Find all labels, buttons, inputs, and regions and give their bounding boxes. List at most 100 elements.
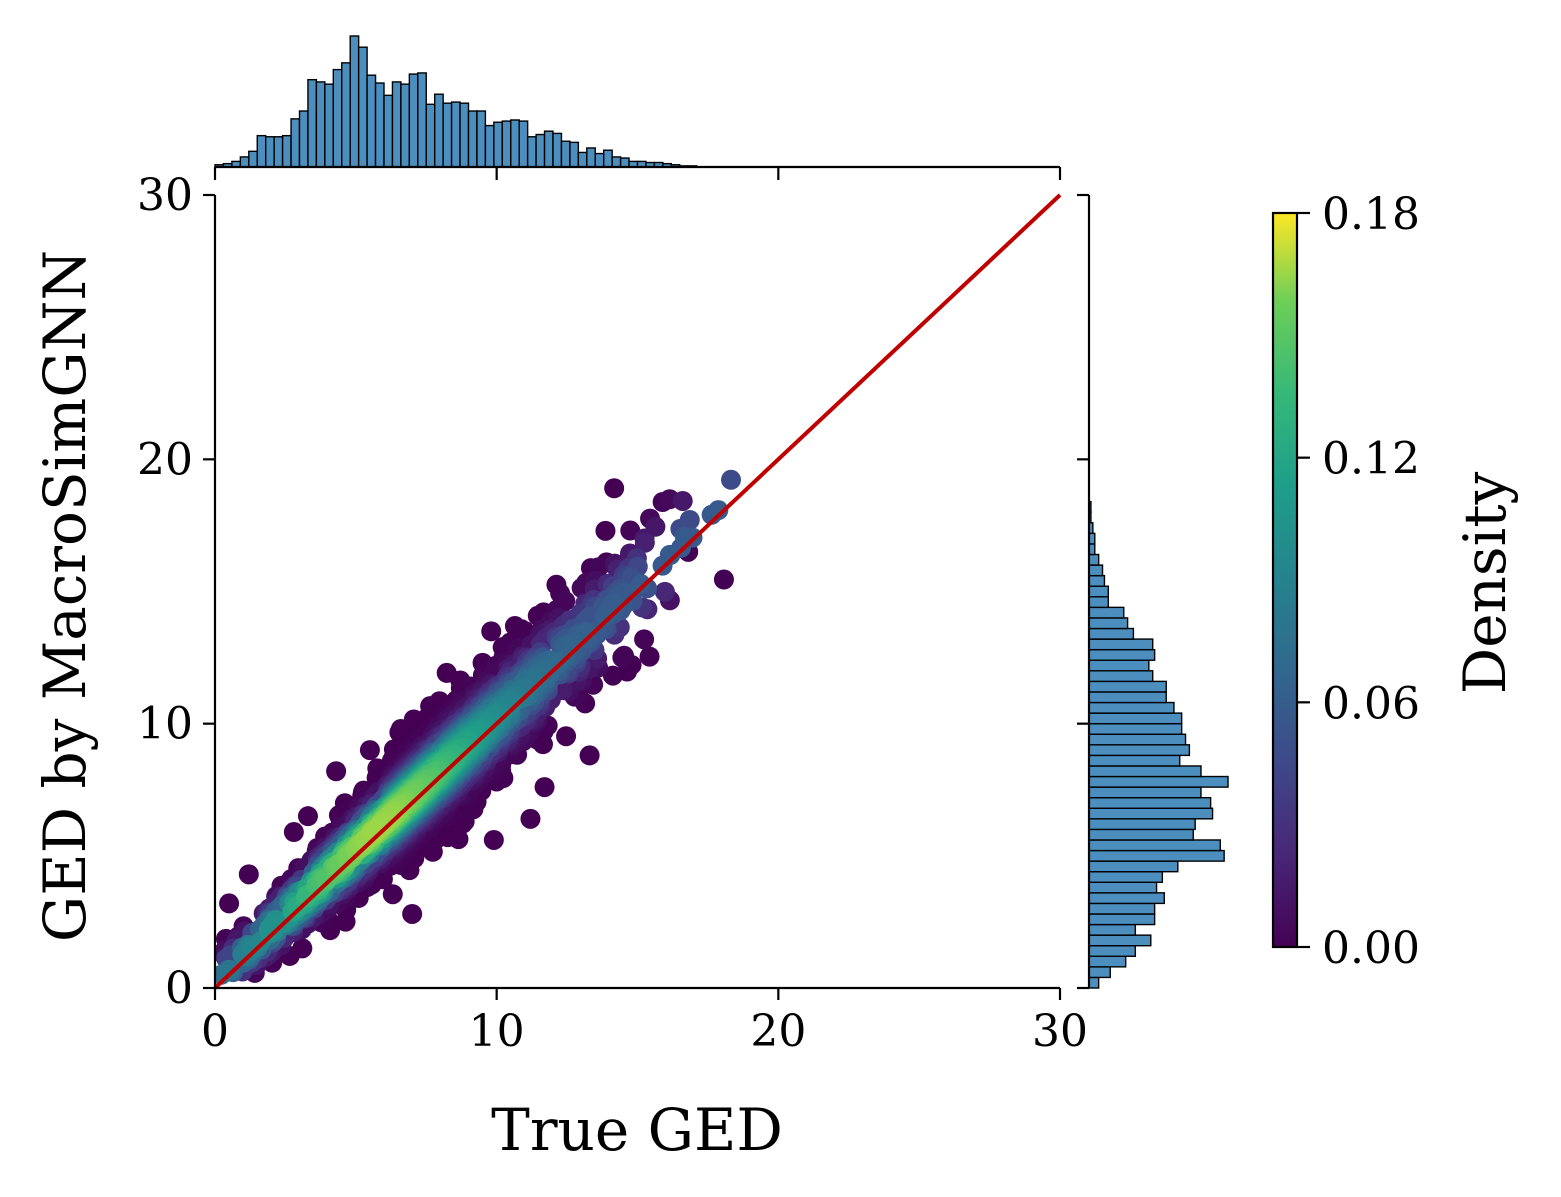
scatter-point <box>594 606 615 627</box>
top-hist-bar <box>239 156 250 168</box>
top-hist-bar <box>307 78 318 168</box>
top-hist-bar <box>315 81 326 168</box>
top-hist-bar <box>349 35 360 168</box>
right-hist-bar <box>1088 722 1183 735</box>
right-hist-bar <box>1088 691 1167 704</box>
right-hist-bar <box>1088 670 1154 683</box>
scatter-point <box>483 829 504 850</box>
top-hist-bar <box>391 81 402 168</box>
colorbar-tick-label: 0.12 <box>1322 434 1420 485</box>
colorbar-tick-label: 0.18 <box>1322 189 1420 240</box>
right-hist-bar <box>1088 648 1156 661</box>
colorbar <box>1271 211 1299 949</box>
scatter-point <box>674 526 695 547</box>
scatter-point <box>604 478 625 499</box>
right-hist-bar <box>1088 701 1175 714</box>
right-hist-bar <box>1088 881 1158 894</box>
scatter-point <box>602 665 623 686</box>
top-hist-bar <box>543 130 554 168</box>
right-hist-bar <box>1088 574 1106 587</box>
y-axis-ticks: 0 10 20 30 <box>137 170 215 1014</box>
density-scatter <box>215 469 742 985</box>
scatter-point <box>614 645 635 666</box>
right-marginal-histogram <box>1088 500 1229 989</box>
right-hist-ticks <box>1077 458 1089 725</box>
right-hist-bar <box>1088 860 1179 873</box>
top-hist-bar <box>518 120 529 168</box>
right-hist-bar <box>1088 976 1100 989</box>
scatter-point <box>634 532 655 553</box>
right-hist-bar <box>1088 553 1100 566</box>
top-hist-bar <box>467 110 478 168</box>
top-hist-bar <box>552 132 563 168</box>
right-hist-bar <box>1088 828 1194 841</box>
scatter-point <box>654 581 675 602</box>
right-hist-bar <box>1088 913 1156 926</box>
top-hist-bar <box>248 150 258 168</box>
top-hist-bar <box>265 136 275 168</box>
right-hist-bar <box>1088 680 1167 693</box>
y-tick-label: 30 <box>137 170 193 221</box>
top-hist-bar <box>417 72 427 168</box>
top-hist-bar <box>603 149 613 168</box>
top-hist-ticks <box>495 167 780 180</box>
top-hist-bar <box>619 157 630 168</box>
right-hist-bar <box>1088 775 1229 788</box>
top-hist-bar <box>476 110 487 168</box>
x-axis-label: True GED <box>491 1096 783 1164</box>
scatter-point <box>238 864 259 885</box>
right-hist-bar <box>1088 796 1212 809</box>
scatter-point <box>679 509 700 530</box>
top-hist-bar <box>535 133 546 168</box>
colorbar-tick-label: 0.06 <box>1322 678 1420 729</box>
right-hist-bar <box>1088 870 1164 883</box>
colorbar-label: Density <box>1451 471 1519 694</box>
scatter-point <box>520 808 541 829</box>
top-hist-bar <box>400 83 411 168</box>
top-hist-bar <box>290 118 301 168</box>
top-hist-bar <box>374 82 385 168</box>
top-hist-bar <box>324 83 335 168</box>
scatter-point <box>283 822 304 843</box>
top-hist-bar <box>281 134 292 168</box>
scatter-point <box>534 777 555 798</box>
top-hist-bar <box>526 136 537 168</box>
y-axis-label: GED by MacroSimGNN <box>31 250 99 942</box>
right-hist-bar <box>1088 659 1150 672</box>
top-hist-bar <box>450 101 461 168</box>
top-hist-bar <box>611 156 622 168</box>
y-tick-label: 10 <box>137 699 193 750</box>
top-hist-bar <box>484 124 495 168</box>
scatter-point <box>721 469 742 490</box>
right-hist-bar <box>1088 754 1181 767</box>
scatter-point <box>402 903 423 924</box>
right-hist-bar <box>1088 744 1191 757</box>
top-hist-bar <box>560 140 571 168</box>
top-hist-bar <box>577 151 588 168</box>
top-hist-bar <box>408 73 419 168</box>
right-hist-bar <box>1088 934 1152 947</box>
scatter-point <box>634 629 655 650</box>
scatter-point <box>579 745 600 766</box>
top-hist-bar <box>425 103 436 168</box>
y-tick-label: 20 <box>137 434 193 485</box>
right-hist-bar <box>1088 945 1137 957</box>
top-hist-bar <box>493 121 504 168</box>
scatter-point <box>556 726 577 747</box>
right-hist-bar <box>1088 712 1183 725</box>
scatter-point <box>297 806 318 827</box>
top-hist-bar <box>366 74 377 168</box>
x-tick-label: 0 <box>201 1006 229 1057</box>
scatter-point <box>366 820 387 841</box>
top-hist-bar <box>501 120 512 168</box>
x-tick-label: 20 <box>750 1006 806 1057</box>
right-hist-bar <box>1088 617 1129 630</box>
scatter-point <box>481 621 502 642</box>
top-hist-bar <box>569 141 580 168</box>
top-hist-bar <box>586 147 596 168</box>
right-hist-bar <box>1088 923 1137 936</box>
scatter-point <box>630 573 651 594</box>
scatter-point <box>511 619 532 640</box>
right-hist-bar <box>1088 627 1135 640</box>
right-hist-bar <box>1088 596 1110 609</box>
